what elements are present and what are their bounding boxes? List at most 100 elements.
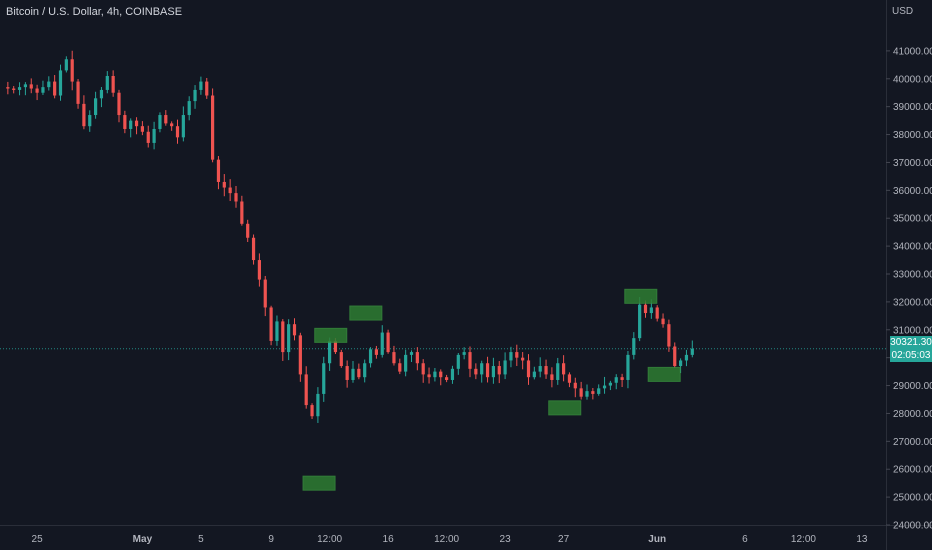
candle-body (602, 385, 607, 389)
annotation-box (647, 366, 681, 382)
y-tick-label: 33000.00 (893, 270, 932, 281)
candle-body (398, 363, 402, 372)
candle-body (222, 181, 226, 188)
x-tick-label: 27 (558, 534, 570, 545)
candle-body (287, 324, 291, 353)
candle-body (409, 352, 414, 355)
candle-body (269, 307, 273, 341)
candle-body (105, 75, 109, 90)
candle-body (129, 120, 133, 129)
chart-title: Bitcoin / U.S. Dollar, 4h, COINBASE (6, 6, 183, 18)
candle-body (275, 321, 279, 341)
candle-body (111, 75, 115, 93)
candle-body (339, 352, 343, 367)
y-tick-label: 35000.00 (893, 214, 932, 225)
candle-body (41, 87, 45, 93)
candle-body (579, 388, 583, 397)
candle-body (140, 126, 144, 132)
candle-body (638, 304, 642, 339)
y-tick-label: 29000.00 (893, 381, 932, 392)
candle-body (474, 368, 478, 375)
candle-body (667, 324, 671, 347)
candle-body (193, 89, 197, 102)
candle-body (521, 357, 525, 361)
bar-countdown: 02:05:03 (891, 350, 931, 361)
candle-body (632, 338, 636, 355)
candle-body (170, 123, 174, 127)
y-tick-label: 24000.00 (893, 521, 932, 532)
candle-body (234, 193, 238, 202)
candle-body (404, 354, 408, 372)
annotation-box (624, 288, 658, 304)
candle-body (228, 187, 232, 194)
candle-body (246, 223, 250, 238)
candle-body (684, 354, 689, 361)
candle-body (322, 363, 326, 394)
y-tick-label: 25000.00 (893, 493, 932, 504)
candle-body (94, 98, 98, 116)
candle-body (497, 366, 501, 375)
y-tick-label: 31000.00 (893, 325, 932, 336)
candle-body (199, 81, 203, 90)
candle-body (480, 363, 484, 375)
y-tick-label: 36000.00 (893, 186, 932, 197)
candle-body (64, 59, 68, 71)
candle-body (620, 377, 624, 380)
candle-body (257, 260, 261, 280)
candle-body (117, 92, 121, 116)
y-tick-label: 26000.00 (893, 465, 932, 476)
current-price-tag: 30321.30 02:05:03 (890, 336, 932, 362)
candle-body (556, 363, 560, 380)
candle-body (281, 321, 285, 353)
candle-body (357, 368, 361, 378)
candle-body (673, 346, 677, 367)
y-tick-label: 40000.00 (893, 74, 932, 85)
y-tick-label: 37000.00 (893, 158, 932, 169)
candle-body (152, 128, 156, 143)
x-tick-label: 16 (383, 534, 395, 545)
annotation-box (548, 400, 582, 416)
candle-body (29, 84, 33, 89)
candle-body (661, 318, 665, 325)
candle-body (368, 349, 373, 364)
y-tick-label: 41000.00 (893, 46, 932, 57)
candle-body (538, 366, 542, 372)
annotation-box (349, 305, 383, 321)
candle-body (439, 371, 443, 378)
candle-body (351, 368, 355, 380)
x-tick-label: 6 (742, 534, 748, 545)
candle-body (263, 279, 267, 308)
x-tick-label: 12:00 (434, 534, 459, 545)
x-tick-label: 13 (856, 534, 868, 545)
candle-body (205, 81, 209, 96)
y-tick-label: 38000.00 (893, 130, 932, 141)
y-tick-label: 32000.00 (893, 297, 932, 308)
candle-body (485, 363, 490, 378)
candle-body (456, 354, 460, 369)
candle-body (591, 391, 595, 394)
candle-body (573, 382, 577, 389)
candle-body (532, 371, 536, 378)
candle-body (626, 354, 630, 380)
x-tick-label: 25 (32, 534, 44, 545)
candle-body (333, 340, 338, 353)
candle-body (515, 352, 519, 358)
candle-body (23, 84, 27, 88)
candle-body (567, 374, 572, 383)
candle-body (187, 101, 191, 116)
currency-label: USD (892, 6, 914, 17)
annotation-box (302, 475, 336, 491)
current-price: 30321.30 (890, 337, 932, 348)
y-tick-label: 28000.00 (893, 409, 932, 420)
candle-body (380, 332, 384, 355)
candle-body (12, 88, 16, 90)
candle-body (35, 88, 39, 93)
candle-body (17, 87, 22, 90)
candle-body (386, 332, 390, 353)
candle-body (47, 81, 51, 88)
candle-body (509, 352, 513, 361)
candle-body (82, 103, 86, 127)
candle-body (491, 366, 495, 378)
